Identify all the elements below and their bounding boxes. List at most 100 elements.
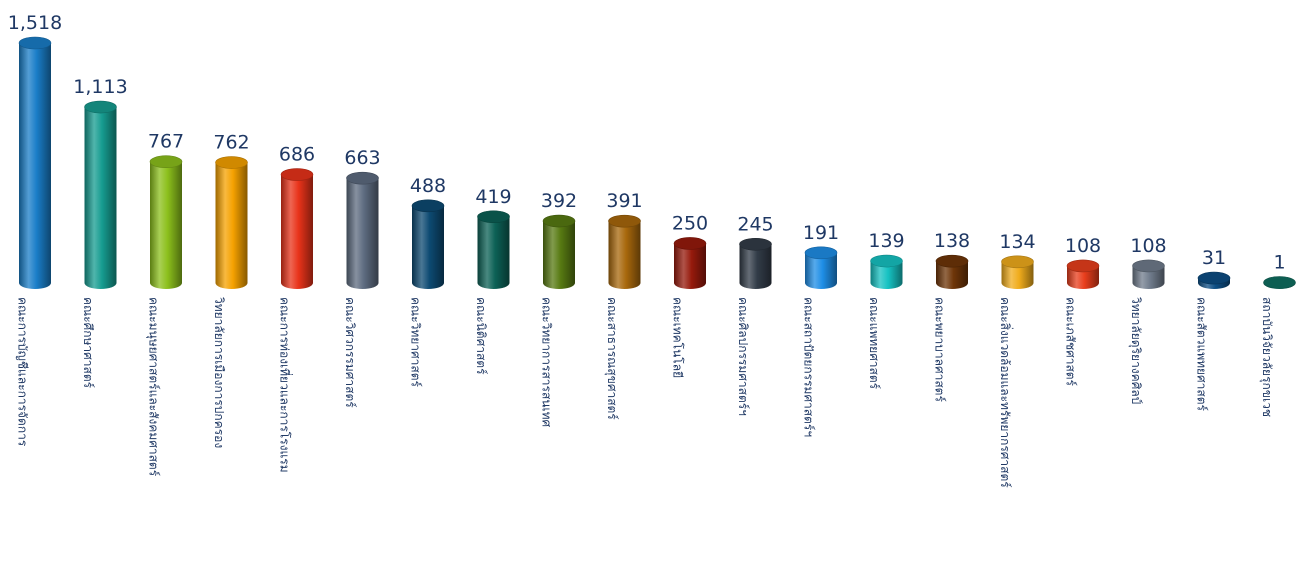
bar-16 xyxy=(1001,255,1034,289)
value-label: 191 xyxy=(803,222,839,244)
value-label: 1,113 xyxy=(73,76,127,98)
bar-body xyxy=(346,178,379,289)
value-label: 392 xyxy=(541,190,577,212)
category-label: คณะสถาปัตยกรรมศาสตร์ฯ xyxy=(802,297,816,437)
bar-19 xyxy=(1197,271,1231,289)
bar-top xyxy=(1263,276,1296,289)
value-label: 686 xyxy=(279,144,315,166)
bar-3 xyxy=(149,155,183,289)
bar-1 xyxy=(18,36,52,289)
bar-top xyxy=(1066,259,1100,273)
value-label: 108 xyxy=(1130,235,1166,257)
category-label: คณะแพทยศาสตร์ xyxy=(867,297,881,390)
bar-body xyxy=(412,205,444,289)
category-label: คณะศึกษาศาสตร์ xyxy=(81,297,95,389)
bar-7 xyxy=(411,199,445,289)
bar-top xyxy=(280,168,314,181)
bar-body xyxy=(936,261,968,289)
category-label: คณะการท่องเที่ยวและการโรงแรม xyxy=(278,297,294,473)
bar-12 xyxy=(739,237,772,289)
category-label: คณะสัตวแพทยศาสตร์ xyxy=(1195,297,1209,412)
bar-2 xyxy=(84,100,117,290)
bar-top xyxy=(411,199,445,213)
bar-body xyxy=(805,252,837,289)
bar-body xyxy=(281,174,313,289)
value-label: 1 xyxy=(1273,252,1285,274)
bar-top xyxy=(542,214,576,228)
bar-top xyxy=(804,246,838,260)
bar-body xyxy=(215,162,248,289)
bar-top xyxy=(673,237,707,250)
bar-body xyxy=(1067,265,1099,289)
bar-5 xyxy=(280,168,314,289)
bar-14 xyxy=(870,254,903,289)
bar-11 xyxy=(673,237,707,289)
value-label: 762 xyxy=(213,132,249,154)
bar-body xyxy=(870,261,903,289)
category-label: คณะวิศวกรรมศาสตร์ xyxy=(343,297,357,408)
value-label: 391 xyxy=(606,190,642,212)
value-label: 488 xyxy=(410,175,446,197)
bar-top xyxy=(870,254,903,268)
bar-top xyxy=(739,237,772,251)
bar-body xyxy=(84,107,117,290)
category-label: คณะเภสัชศาสตร์ xyxy=(1064,297,1078,387)
value-labels-group: 1,518 1,113 767 762 686 663 488 419 392 391 250 245… xyxy=(8,12,1286,274)
bar-top xyxy=(149,155,183,169)
category-label: คณะเทคโนโลยี xyxy=(671,297,685,378)
bar-top xyxy=(346,171,379,185)
category-label: คณะการบัญชีและการจัดการ xyxy=(16,297,30,447)
bar-top xyxy=(1132,259,1165,273)
category-label: คณะวิทยาการสารสนเทศ xyxy=(540,297,554,428)
category-label: สถาบันวิจัยวลัยรุกขเวช xyxy=(1259,297,1274,417)
bar-top xyxy=(84,100,117,114)
bar-top xyxy=(1197,271,1231,285)
bar-body xyxy=(543,221,575,289)
category-label: คณะศิลปกรรมศาสตร์ฯ xyxy=(736,297,750,416)
bar-top xyxy=(1001,255,1034,269)
bar-6 xyxy=(346,171,379,289)
bar-body xyxy=(477,216,510,289)
bar-top xyxy=(18,36,52,50)
bar-body xyxy=(1132,265,1165,289)
category-label: คณะสาธารณสุขศาสตร์ xyxy=(604,297,619,420)
bar-10 xyxy=(608,214,641,289)
value-label: 134 xyxy=(999,231,1035,253)
category-label: วิทยาลัยดุริยางคศิลป์ xyxy=(1128,297,1143,405)
bar-15 xyxy=(935,254,969,289)
category-label: คณะวิทยาศาสตร์ xyxy=(409,297,423,387)
value-label: 250 xyxy=(672,212,708,234)
category-labels-group: คณะการบัญชีและการจัดการ คณะศึกษาศาสตร์ คณะ… xyxy=(16,297,1275,489)
value-label: 1,518 xyxy=(8,12,62,34)
bars-group xyxy=(18,36,1296,290)
value-label: 138 xyxy=(934,230,970,252)
bar-20 xyxy=(1263,276,1296,289)
bar-body xyxy=(1001,261,1034,289)
bar-body xyxy=(19,43,51,289)
category-label: คณะมนุษยศาสตร์และสังคมศาสตร์ xyxy=(146,297,161,477)
category-label: คณะนิติศาสตร์ xyxy=(474,297,488,375)
category-label: วิทยาลัยการเมืองการปกครอง xyxy=(212,297,226,448)
bar-top xyxy=(215,156,248,169)
bar-body xyxy=(608,221,641,289)
value-label: 767 xyxy=(148,131,184,153)
category-label: คณะพยาบาลศาสตร์ xyxy=(933,297,947,402)
bar-top xyxy=(608,214,641,228)
bar-top xyxy=(477,210,510,224)
value-label: 663 xyxy=(344,147,380,169)
bar-top xyxy=(935,254,969,268)
bar-body xyxy=(150,161,182,289)
bar-17 xyxy=(1066,259,1100,289)
value-label: 419 xyxy=(475,186,511,208)
value-label: 245 xyxy=(737,213,773,235)
bar-13 xyxy=(804,246,838,289)
category-label: คณะสิ่งแวดล้อมและทรัพยากรศาสตร์ xyxy=(998,297,1014,488)
bar-9 xyxy=(542,214,576,289)
bar-8 xyxy=(477,210,510,289)
bar-body xyxy=(739,244,772,289)
bar-18 xyxy=(1132,259,1165,289)
value-label: 139 xyxy=(868,230,904,252)
value-label: 108 xyxy=(1065,235,1101,257)
value-label: 31 xyxy=(1202,247,1226,269)
